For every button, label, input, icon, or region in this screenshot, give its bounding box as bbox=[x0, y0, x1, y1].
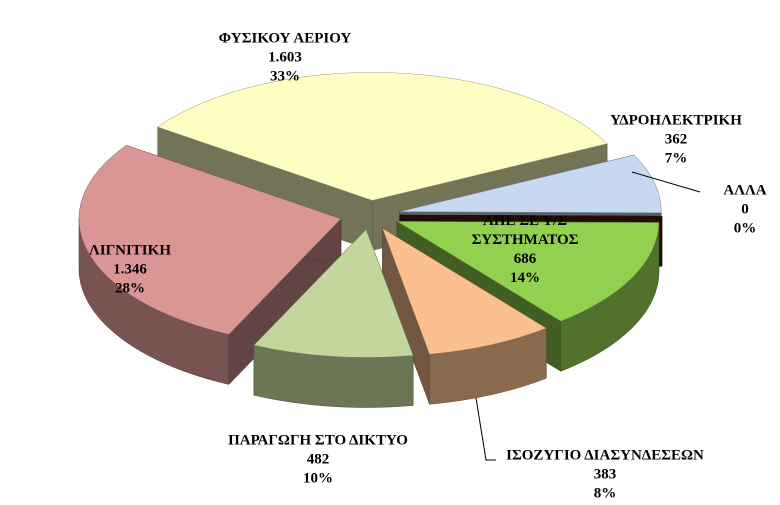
category-label: ΑΠΕ ΣΕ Υ/Σ ΣΥΣΤΗΜΑΤΟΣ bbox=[471, 213, 579, 248]
percent-label: 10% bbox=[303, 470, 333, 487]
value-label: 1.346 bbox=[113, 261, 147, 278]
value-label: 686 bbox=[513, 251, 537, 267]
slice bbox=[157, 72, 608, 201]
percent-label: 0% bbox=[733, 220, 757, 237]
slice bbox=[399, 214, 662, 217]
slice-label: ΑΛΛΑ 0 0% bbox=[715, 182, 775, 239]
percent-label: 14% bbox=[510, 270, 540, 286]
value-label: 362 bbox=[664, 131, 688, 148]
category-label: ΠΑΡΑΓΩΓΗ ΣΤΟ ΔΙΚΤΥΟ bbox=[228, 432, 408, 449]
percent-label: 7% bbox=[664, 150, 688, 167]
slice-label: ΙΣΟΖΥΓΙΟ ΔΙΑΣΥΝΔΕΣΕΩΝ 383 8% bbox=[475, 447, 735, 504]
slices bbox=[78, 72, 663, 408]
slice bbox=[253, 229, 414, 358]
leader-line bbox=[475, 397, 496, 461]
slice-label: ΦΥΣΙΚΟΥ ΑΕΡΙΟΥ 1.603 33% bbox=[185, 30, 385, 87]
value-label: 1.603 bbox=[268, 49, 302, 66]
percent-label: 28% bbox=[115, 280, 145, 297]
leader-line bbox=[631, 171, 701, 193]
slice-label: ΠΑΡΑΓΩΓΗ ΣΤΟ ΔΙΚΤΥΟ 482 10% bbox=[198, 432, 438, 489]
slice-label: ΛΙΓΝΙΤΙΚΗ 1.346 28% bbox=[70, 242, 190, 299]
slice bbox=[381, 227, 547, 355]
percent-label: 8% bbox=[593, 485, 617, 502]
value-label: 482 bbox=[306, 451, 330, 468]
category-label: ΦΥΣΙΚΟΥ ΑΕΡΙΟΥ bbox=[218, 30, 352, 47]
category-label: ΙΣΟΖΥΓΙΟ ΔΙΑΣΥΝΔΕΣΕΩΝ bbox=[506, 447, 704, 464]
slice-label: ΑΠΕ ΣΕ Υ/Σ ΣΥΣΤΗΜΑΤΟΣ 686 14% bbox=[465, 212, 585, 288]
percent-label: 33% bbox=[270, 68, 300, 85]
category-label: ΑΛΛΑ bbox=[723, 182, 767, 199]
category-label: ΥΔΡΟΗΛΕΚΤΡΙΚΗ bbox=[610, 112, 742, 129]
slice-label: ΥΔΡΟΗΛΕΚΤΡΙΚΗ 362 7% bbox=[596, 112, 756, 169]
slice bbox=[78, 145, 342, 335]
slice bbox=[399, 154, 662, 214]
slice bbox=[396, 221, 660, 322]
value-label: 383 bbox=[593, 466, 617, 483]
value-label: 0 bbox=[741, 201, 749, 218]
category-label: ΛΙΓΝΙΤΙΚΗ bbox=[89, 242, 171, 259]
